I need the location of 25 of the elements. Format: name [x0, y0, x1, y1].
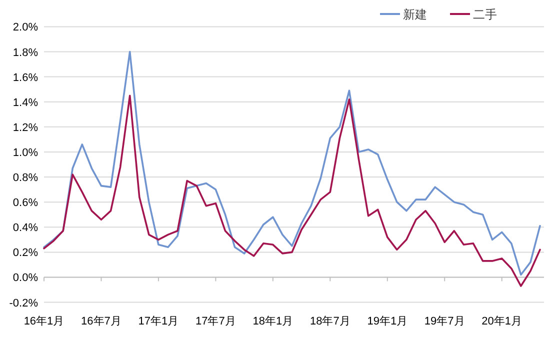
x-tick-label: 19年7月 [424, 315, 465, 328]
y-tick-label: 1.2% [12, 122, 38, 134]
y-tick-label: 0.8% [12, 172, 38, 184]
x-tick-label: 19年1月 [367, 315, 408, 328]
x-tick-label: 17年1月 [138, 315, 179, 328]
y-tick-label: 1.8% [12, 46, 38, 59]
x-tick-label: 18年1月 [252, 315, 294, 328]
x-tick-label: 17年7月 [196, 315, 236, 328]
legend-label: 二手 [473, 8, 497, 22]
y-tick-label: 1.6% [12, 72, 38, 84]
x-tick-label: 18年7月 [310, 315, 350, 328]
line-series [43, 50, 541, 276]
y-tick-label: 1.4% [12, 96, 38, 109]
y-tick-label: -0.2% [9, 297, 38, 310]
y-tick-label: 1.0% [12, 146, 38, 159]
y-tick-label: 2.0% [12, 22, 38, 34]
x-tick-label: 16年1月 [24, 315, 64, 328]
y-tick-label: 0.2% [12, 247, 38, 260]
x-tick-label: 16年7月 [81, 315, 122, 328]
line-series [43, 94, 541, 287]
legend-label: 新建 [403, 8, 427, 22]
y-tick-label: 0.0% [12, 272, 38, 284]
y-tick-label: 0.6% [12, 197, 38, 210]
y-tick-label: 0.4% [12, 222, 38, 234]
x-tick-label: 20年1月 [482, 315, 522, 328]
